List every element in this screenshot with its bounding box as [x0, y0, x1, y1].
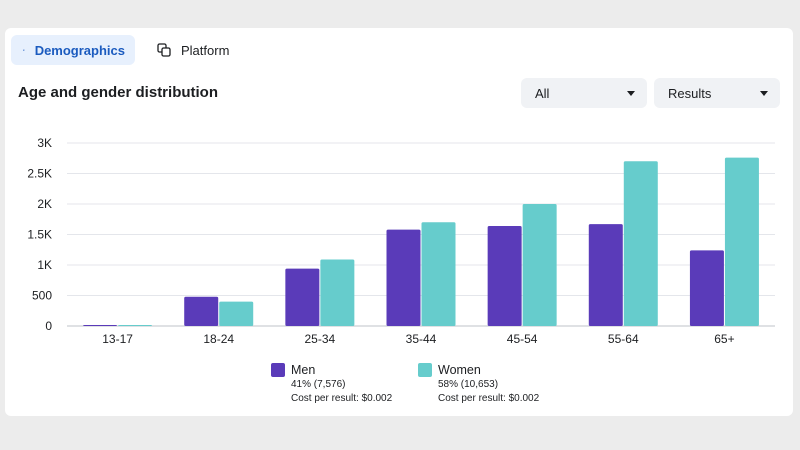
x-tick-label: 45-54	[507, 332, 538, 346]
legend-women: Women 58% (10,653) Cost per result: $0.0…	[418, 362, 539, 406]
x-tick-label: 25-34	[305, 332, 336, 346]
x-tick-label: 18-24	[203, 332, 234, 346]
y-tick-label: 1K	[37, 258, 52, 272]
tab-bar: Demographics Platform	[11, 35, 239, 65]
y-tick-label: 0	[45, 319, 52, 333]
x-tick-label: 55-64	[608, 332, 639, 346]
legend-men-share: 41% (7,576)	[291, 379, 346, 390]
legend-men-swatch	[271, 363, 285, 377]
metric-dropdown-value: Results	[668, 85, 712, 101]
x-tick-label: 65+	[714, 332, 734, 346]
bar-men-45-54	[487, 225, 522, 326]
y-tick-label: 1.5K	[27, 228, 52, 242]
bar-women-35-44	[421, 222, 456, 326]
bar-men-25-34	[285, 268, 320, 326]
audience-dropdown[interactable]: All	[521, 78, 647, 108]
tab-platform-label: Platform	[181, 42, 230, 58]
people-icon	[23, 49, 25, 51]
bar-women-18-24	[219, 301, 254, 326]
legend-women-cost: Cost per result: $0.002	[438, 393, 540, 404]
devices-icon	[157, 43, 171, 57]
bar-men-13-17	[83, 325, 118, 326]
audience-dropdown-value: All	[535, 85, 550, 101]
y-tick-label: 3K	[37, 136, 52, 150]
bar-men-55-64	[588, 224, 623, 326]
tab-platform[interactable]: Platform	[145, 35, 239, 65]
chart-title: Age and gender distribution	[18, 84, 219, 101]
bar-men-18-24	[184, 296, 219, 326]
x-tick-label: 13-17	[102, 332, 133, 346]
legend-men-name: Men	[291, 363, 316, 377]
y-tick-label: 500	[32, 289, 52, 303]
metric-dropdown[interactable]: Results	[654, 78, 780, 108]
bar-women-55-64	[623, 161, 658, 326]
bar-women-45-54	[522, 204, 557, 326]
x-tick-label: 35-44	[406, 332, 437, 346]
bar-women-25-34	[320, 259, 355, 326]
tab-demographics-label: Demographics	[34, 42, 125, 58]
tab-demographics[interactable]: Demographics	[11, 35, 135, 65]
caret-down-icon	[627, 90, 635, 96]
legend-men-cost: Cost per result: $0.002	[291, 393, 393, 404]
legend-women-swatch	[418, 363, 432, 377]
bar-men-35-44	[386, 229, 421, 326]
chart-card: Demographics Platform Age and gender dis…	[5, 28, 793, 416]
caret-down-icon	[760, 90, 768, 96]
legend-men: Men 41% (7,576) Cost per result: $0.002	[271, 362, 392, 406]
y-tick-label: 2.5K	[27, 167, 52, 181]
legend-women-share: 58% (10,653)	[438, 379, 499, 390]
bar-women-13-17	[118, 325, 153, 326]
legend-women-name: Women	[438, 363, 481, 377]
bar-men-65+	[689, 250, 724, 326]
y-tick-label: 2K	[37, 197, 52, 211]
bar-women-65+	[724, 157, 759, 326]
